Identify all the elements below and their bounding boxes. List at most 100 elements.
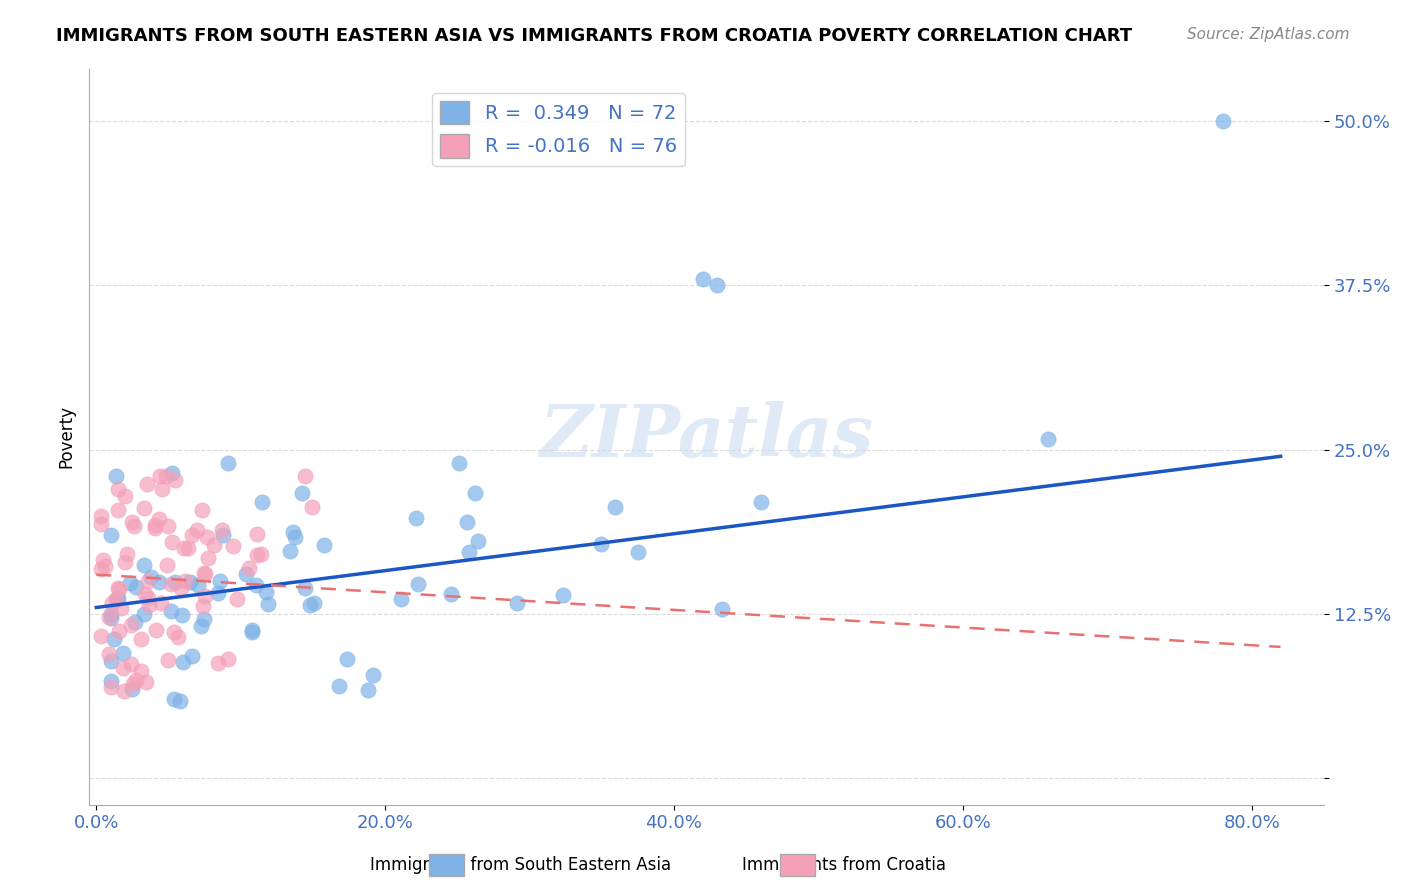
Point xyxy=(170,607,193,622)
Point xyxy=(157,653,180,667)
Point xyxy=(118,576,141,591)
Point xyxy=(1036,432,1059,446)
Point xyxy=(110,600,132,615)
Point xyxy=(257,597,280,611)
Point xyxy=(217,651,239,665)
Point xyxy=(194,590,217,604)
Point xyxy=(298,599,321,613)
Point xyxy=(114,489,136,503)
Point xyxy=(186,578,208,592)
Point xyxy=(456,516,478,530)
Point xyxy=(136,574,159,589)
Point xyxy=(100,528,122,542)
Point xyxy=(291,486,314,500)
Point xyxy=(108,624,131,638)
Point xyxy=(195,530,218,544)
Point xyxy=(150,596,173,610)
Point xyxy=(90,509,112,524)
Point xyxy=(250,547,273,561)
Point xyxy=(194,567,217,582)
Point xyxy=(129,632,152,647)
Point xyxy=(217,457,239,471)
Point xyxy=(181,649,204,664)
Point xyxy=(405,510,427,524)
Point xyxy=(706,278,728,293)
Point xyxy=(162,466,184,480)
Point xyxy=(749,495,772,509)
Point xyxy=(101,596,124,610)
Point xyxy=(100,654,122,668)
Point xyxy=(193,612,215,626)
Point xyxy=(143,518,166,533)
Point xyxy=(143,521,166,535)
Point xyxy=(100,611,122,625)
Point xyxy=(283,525,305,540)
Point xyxy=(134,587,156,601)
Point xyxy=(591,536,613,550)
Point xyxy=(170,582,193,596)
Point xyxy=(226,591,249,606)
Point xyxy=(112,683,135,698)
Point xyxy=(408,577,430,591)
Point xyxy=(278,544,301,558)
Point xyxy=(107,482,129,496)
Point xyxy=(135,675,157,690)
Point xyxy=(149,469,172,483)
Y-axis label: Poverty: Poverty xyxy=(58,405,75,468)
Point xyxy=(294,581,316,595)
Point xyxy=(626,545,648,559)
Point xyxy=(294,469,316,483)
Point xyxy=(302,596,325,610)
Point xyxy=(90,629,112,643)
Point xyxy=(97,647,120,661)
Point xyxy=(181,528,204,542)
Legend: R =  0.349   N = 72, R = -0.016   N = 76: R = 0.349 N = 72, R = -0.016 N = 76 xyxy=(432,93,685,166)
Point xyxy=(197,550,219,565)
Point xyxy=(207,656,229,670)
Point xyxy=(103,632,125,647)
Point xyxy=(710,601,733,615)
Point xyxy=(240,625,263,640)
Point xyxy=(312,538,335,552)
Point xyxy=(389,592,412,607)
Point xyxy=(129,664,152,678)
Point xyxy=(138,598,160,612)
Point xyxy=(193,566,215,580)
Point xyxy=(163,692,186,706)
Point xyxy=(112,661,135,675)
Point xyxy=(506,596,529,610)
Point xyxy=(240,623,263,637)
Point xyxy=(150,483,173,497)
Point xyxy=(94,559,117,574)
Point xyxy=(160,577,183,591)
Point xyxy=(90,516,112,531)
Point xyxy=(125,580,148,594)
Point xyxy=(245,548,267,562)
Point xyxy=(125,673,148,688)
Point xyxy=(120,618,142,632)
Point xyxy=(132,501,155,516)
Point xyxy=(235,567,257,582)
Point xyxy=(135,476,157,491)
Text: IMMIGRANTS FROM SOUTH EASTERN ASIA VS IMMIGRANTS FROM CROATIA POVERTY CORRELATIO: IMMIGRANTS FROM SOUTH EASTERN ASIA VS IM… xyxy=(56,27,1132,45)
Point xyxy=(107,503,129,517)
Point xyxy=(108,582,131,596)
Point xyxy=(121,515,143,529)
Point xyxy=(174,574,197,588)
Point xyxy=(467,534,489,549)
Point xyxy=(172,656,194,670)
Point xyxy=(173,541,195,556)
Point xyxy=(124,615,146,629)
Point xyxy=(122,518,145,533)
Point xyxy=(245,578,267,592)
Point xyxy=(449,457,471,471)
Point xyxy=(440,587,463,601)
Point xyxy=(328,679,350,693)
Point xyxy=(254,584,277,599)
Text: Source: ZipAtlas.com: Source: ZipAtlas.com xyxy=(1187,27,1350,42)
Point xyxy=(134,558,156,572)
Point xyxy=(136,591,159,605)
Point xyxy=(120,657,142,672)
Point xyxy=(100,607,122,621)
Point xyxy=(165,575,187,590)
